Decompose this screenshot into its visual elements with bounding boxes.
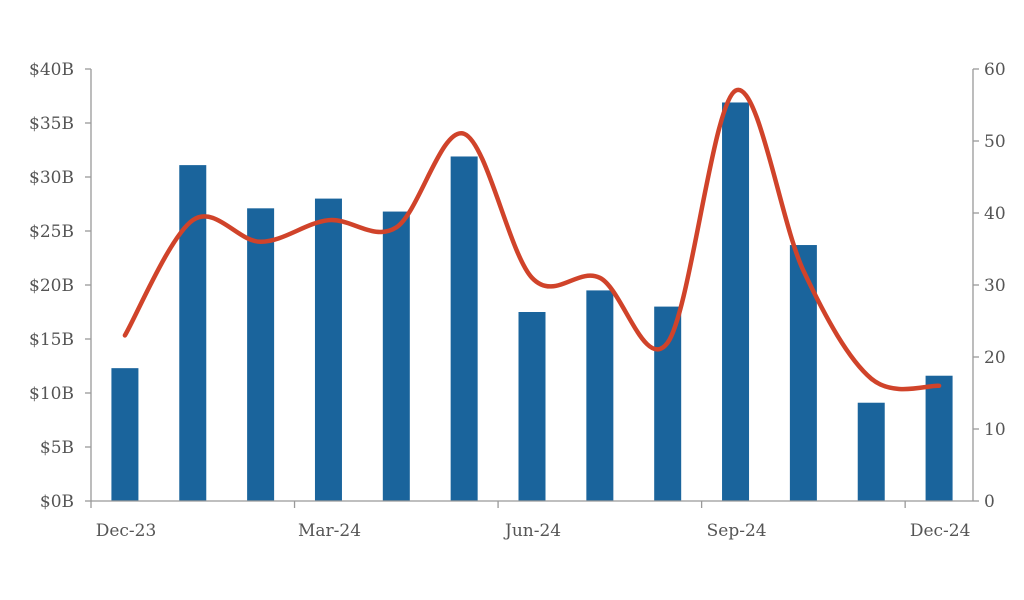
bar: [654, 306, 682, 501]
right-tick-label: 20: [984, 348, 1006, 368]
bar: [111, 368, 139, 501]
left-tick-label: $10B: [29, 384, 74, 404]
bar: [722, 102, 750, 501]
x-tick-label: Mar-24: [298, 521, 361, 541]
right-axis-ticks: 0 10 20 30 40 50 60: [973, 60, 1006, 512]
left-tick-label: $35B: [29, 114, 74, 134]
left-tick-label: $25B: [29, 222, 74, 242]
x-tick-label: Dec-23: [96, 521, 157, 541]
x-tick-label: Sep-24: [707, 521, 767, 541]
bar: [247, 208, 275, 501]
right-tick-label: 50: [984, 132, 1006, 152]
bar: [450, 156, 478, 502]
right-tick-label: 0: [984, 492, 995, 512]
left-tick-label: $5B: [40, 438, 74, 458]
left-tick-label: $0B: [40, 492, 74, 512]
x-axis-ticks: Dec-23 Mar-24 Jun-24 Sep-24 Dec-24: [90, 501, 971, 541]
left-tick-label: $20B: [29, 276, 74, 296]
left-tick-label: $30B: [29, 168, 74, 188]
trend-line-series: [122, 87, 942, 392]
bar: [382, 211, 410, 501]
bar: [789, 245, 817, 501]
left-axis-ticks: $0B $5B $10B $15B $20B $25B $30B $35B $40B: [29, 60, 91, 512]
right-tick-label: 60: [984, 60, 1006, 80]
left-tick-label: $40B: [29, 60, 74, 80]
x-tick-label: Jun-24: [503, 521, 561, 541]
bar: [586, 290, 614, 501]
right-tick-label: 30: [984, 276, 1006, 296]
bars-layer: [111, 102, 953, 502]
bar: [925, 375, 953, 501]
right-tick-label: 40: [984, 204, 1006, 224]
bar: [518, 312, 546, 501]
right-tick-label: 10: [984, 420, 1006, 440]
bar: [314, 198, 342, 501]
x-tick-label: Dec-24: [910, 521, 971, 541]
bar: [857, 402, 885, 501]
left-tick-label: $15B: [29, 330, 74, 350]
